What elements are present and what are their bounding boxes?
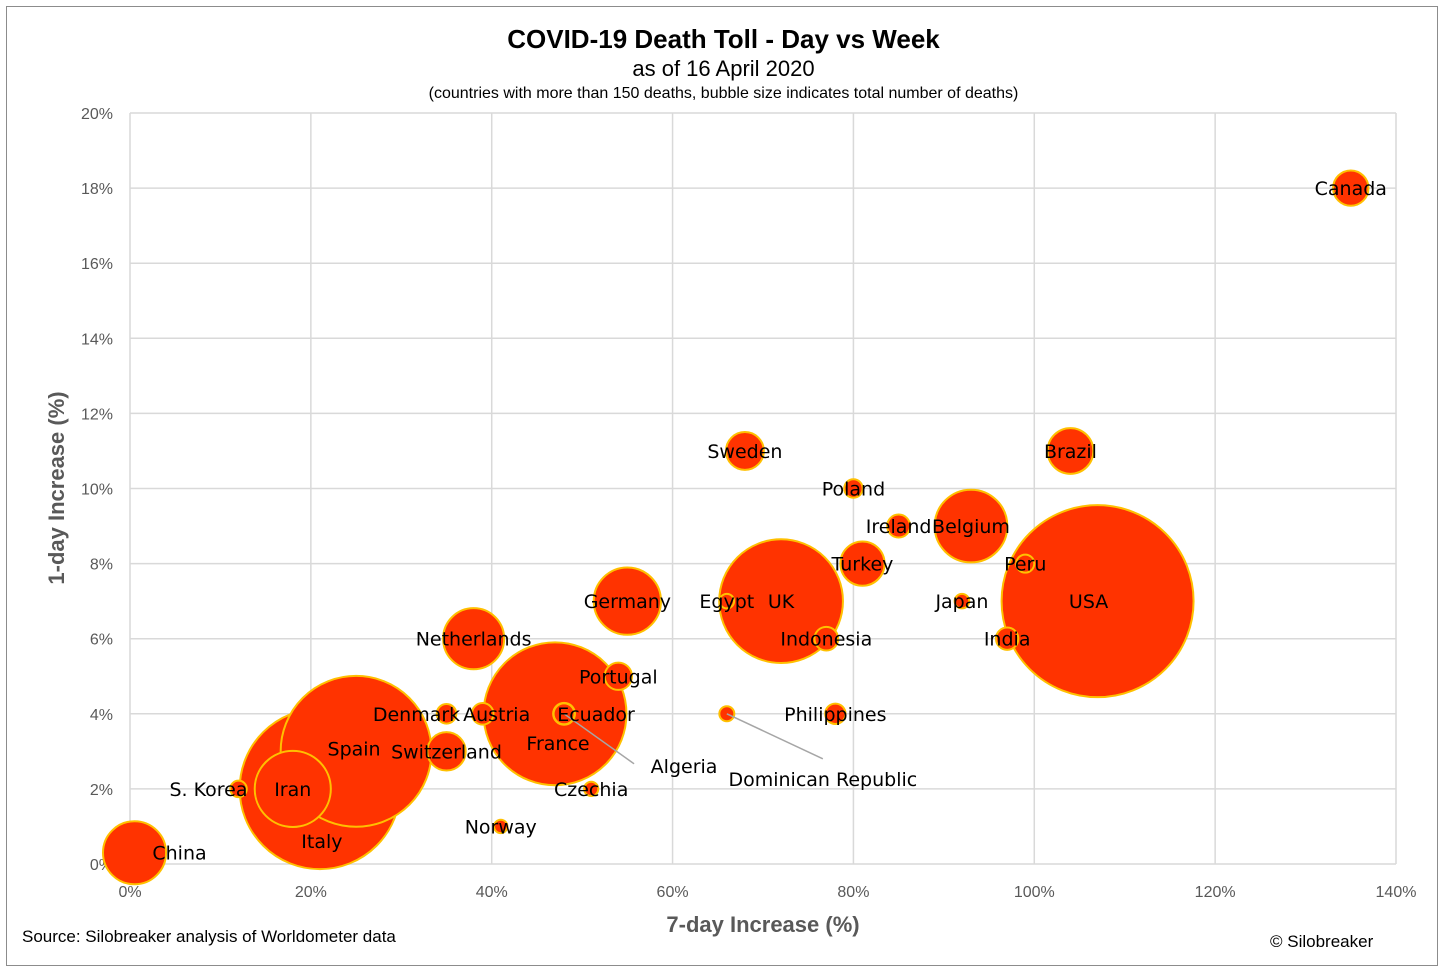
label-germany: Germany bbox=[584, 591, 671, 613]
chart-frame bbox=[6, 6, 1438, 966]
label-brazil: Brazil bbox=[1044, 441, 1097, 463]
x-tick-label: 20% bbox=[295, 884, 327, 901]
bubble-s-korea bbox=[229, 779, 248, 799]
label-denmark: Denmark bbox=[373, 704, 460, 726]
bubble-iran bbox=[253, 749, 332, 828]
bubble-poland bbox=[843, 478, 864, 499]
copyright-note: © Silobreaker bbox=[1270, 932, 1374, 951]
y-axis-ticks: 0%2%4%6%8%10%12%14%16%18%20% bbox=[81, 106, 113, 874]
label-uk: UK bbox=[768, 591, 795, 613]
y-tick-label: 6% bbox=[90, 632, 113, 649]
x-tick-label: 100% bbox=[1014, 884, 1055, 901]
label-canada: Canada bbox=[1315, 178, 1387, 200]
label-egypt: Egypt bbox=[699, 591, 754, 613]
label-france: France bbox=[526, 733, 589, 755]
label-iran: Iran bbox=[274, 779, 311, 801]
x-axis-label: 7-day Increase (%) bbox=[666, 912, 859, 937]
bubble-norway bbox=[493, 818, 509, 835]
source-note: Source: Silobreaker analysis of Worldome… bbox=[22, 927, 396, 946]
bubble-portugal bbox=[603, 661, 633, 691]
bubble-philippines bbox=[824, 702, 847, 725]
bubble-peru bbox=[1015, 553, 1036, 574]
x-tick-label: 140% bbox=[1376, 884, 1417, 901]
bubble-brazil bbox=[1046, 427, 1095, 475]
chart-title: COVID-19 Death Toll - Day vs Week bbox=[507, 24, 940, 54]
x-tick-label: 80% bbox=[837, 884, 869, 901]
bubble-austria bbox=[470, 701, 495, 726]
label-japan: Japan bbox=[934, 591, 988, 613]
label-algeria: Algeria bbox=[651, 756, 718, 778]
bubble-turkey bbox=[839, 540, 886, 587]
label-belgium: Belgium bbox=[932, 516, 1010, 538]
label-netherlands: Netherlands bbox=[416, 629, 532, 651]
bubble-netherlands bbox=[442, 607, 506, 671]
x-tick-label: 120% bbox=[1195, 884, 1236, 901]
bubble-canada bbox=[1332, 169, 1370, 207]
label-indonesia: Indonesia bbox=[780, 629, 872, 651]
chart-subtitle: as of 16 April 2020 bbox=[632, 56, 815, 81]
bubble-belgium bbox=[933, 488, 1009, 564]
y-tick-label: 16% bbox=[81, 256, 113, 273]
bubble-egypt bbox=[718, 592, 736, 610]
bubble-china bbox=[101, 820, 168, 886]
label-dominican-republic: Dominican Republic bbox=[728, 769, 917, 791]
bubble-switzerland bbox=[426, 731, 467, 772]
y-tick-label: 18% bbox=[81, 181, 113, 198]
x-axis-ticks: 0% 20% 40% 60% 80% 100% 120% 140% bbox=[118, 884, 1416, 901]
bubbles bbox=[101, 169, 1370, 886]
y-axis-label: 1-day Increase (%) bbox=[44, 391, 69, 584]
y-tick-label: 14% bbox=[81, 331, 113, 348]
bubble-germany bbox=[592, 566, 662, 636]
label-turkey: Turkey bbox=[831, 554, 894, 576]
x-tick-label: 60% bbox=[657, 884, 689, 901]
label-sweden: Sweden bbox=[707, 441, 782, 463]
bubble-ireland bbox=[886, 513, 912, 539]
label-s-korea: S. Korea bbox=[170, 779, 248, 801]
bubble-usa bbox=[1000, 504, 1195, 699]
leader-lines bbox=[563, 713, 824, 765]
label-peru: Peru bbox=[1004, 554, 1046, 576]
leader-algeria bbox=[563, 713, 635, 765]
label-switzerland: Switzerland bbox=[391, 741, 502, 763]
label-ireland: Ireland bbox=[866, 516, 932, 538]
label-italy: Italy bbox=[301, 831, 342, 853]
bubble-labels: China S. Korea Iran Italy Spain Switzerland De… bbox=[152, 178, 1387, 865]
y-tick-label: 2% bbox=[90, 782, 113, 799]
leader-dominican-republic bbox=[726, 713, 824, 760]
y-tick-label: 8% bbox=[90, 557, 113, 574]
label-india: India bbox=[984, 629, 1031, 651]
bubble-indonesia bbox=[813, 625, 840, 652]
label-ecuador: Ecuador bbox=[557, 704, 635, 726]
y-tick-label: 10% bbox=[81, 482, 113, 499]
bubble-czechia bbox=[583, 780, 600, 797]
label-portugal: Portugal bbox=[579, 666, 658, 688]
bubble-india bbox=[994, 626, 1020, 651]
label-china: China bbox=[152, 843, 206, 865]
bubble-denmark bbox=[435, 703, 458, 725]
x-tick-label: 0% bbox=[118, 884, 141, 901]
bubble-japan bbox=[953, 592, 971, 610]
chart-note: (countries with more than 150 deaths, bu… bbox=[428, 85, 1019, 102]
label-poland: Poland bbox=[822, 479, 885, 501]
label-spain: Spain bbox=[328, 738, 381, 760]
label-philippines: Philippines bbox=[784, 704, 886, 726]
bubble-sweden bbox=[724, 431, 765, 471]
label-usa: USA bbox=[1069, 591, 1108, 613]
label-austria: Austria bbox=[463, 704, 530, 726]
label-norway: Norway bbox=[465, 816, 537, 838]
label-czechia: Czechia bbox=[554, 779, 628, 801]
y-tick-label: 12% bbox=[81, 406, 113, 423]
y-tick-label: 20% bbox=[81, 106, 113, 123]
y-tick-label: 4% bbox=[90, 707, 113, 724]
x-tick-label: 40% bbox=[476, 884, 508, 901]
